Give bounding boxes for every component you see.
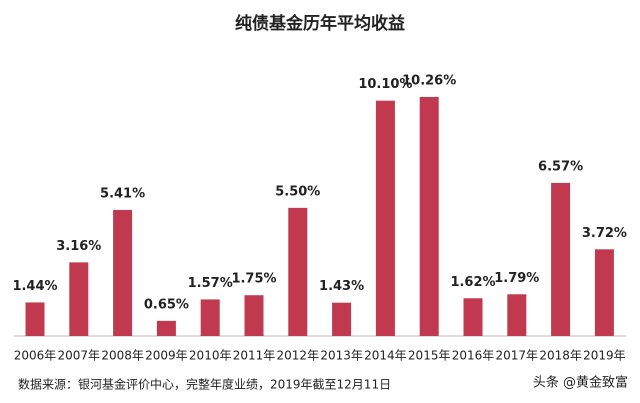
value-label: 1.75% bbox=[231, 272, 276, 287]
bar bbox=[507, 294, 527, 336]
bar bbox=[69, 262, 89, 336]
value-label: 1.43% bbox=[319, 279, 364, 294]
chart-title: 纯债基金历年平均收益 bbox=[235, 13, 405, 34]
bar bbox=[551, 182, 571, 336]
value-label: 1.62% bbox=[450, 275, 495, 290]
value-label: 5.41% bbox=[100, 186, 145, 201]
x-tick-label: 2006年 bbox=[14, 349, 57, 363]
bar bbox=[463, 298, 483, 336]
bar bbox=[594, 249, 614, 336]
value-label: 1.57% bbox=[188, 276, 233, 291]
x-tick-label: 2012年 bbox=[277, 349, 320, 363]
bar bbox=[288, 207, 308, 336]
bar bbox=[156, 320, 176, 336]
value-label: 10.10% bbox=[358, 77, 412, 92]
x-tick-label: 2010年 bbox=[189, 349, 232, 363]
value-label: 10.26% bbox=[402, 73, 456, 88]
x-tick-label: 2015年 bbox=[408, 349, 451, 363]
value-label: 3.72% bbox=[582, 226, 627, 241]
value-label: 5.50% bbox=[275, 184, 320, 199]
bar bbox=[375, 100, 395, 336]
x-tick-label: 2009年 bbox=[145, 349, 188, 363]
bar bbox=[332, 302, 352, 336]
bar bbox=[25, 302, 45, 336]
bar bbox=[113, 209, 133, 336]
source-note: 数据来源：银河基金评价中心，完整年度业绩，2019年截至12月11日 bbox=[18, 377, 391, 392]
x-tick-label: 2013年 bbox=[320, 349, 363, 363]
x-tick-label: 2018年 bbox=[539, 349, 582, 363]
x-tick-label: 2011年 bbox=[233, 349, 276, 363]
bar bbox=[200, 299, 220, 336]
value-label: 1.79% bbox=[494, 271, 539, 286]
bar bbox=[244, 295, 264, 336]
watermark: 头条 @黄金致富 bbox=[533, 375, 628, 391]
x-tick-label: 2016年 bbox=[452, 349, 495, 363]
x-tick-label: 2019年 bbox=[583, 349, 626, 363]
x-tick-label: 2017年 bbox=[496, 349, 539, 363]
value-label: 1.44% bbox=[12, 279, 57, 294]
value-label: 6.57% bbox=[538, 159, 583, 174]
value-label: 3.16% bbox=[56, 239, 101, 254]
bar bbox=[419, 96, 439, 336]
value-label: 0.65% bbox=[144, 297, 189, 312]
x-tick-label: 2008年 bbox=[101, 349, 144, 363]
x-tick-label: 2007年 bbox=[58, 349, 101, 363]
x-tick-label: 2014年 bbox=[364, 349, 407, 363]
